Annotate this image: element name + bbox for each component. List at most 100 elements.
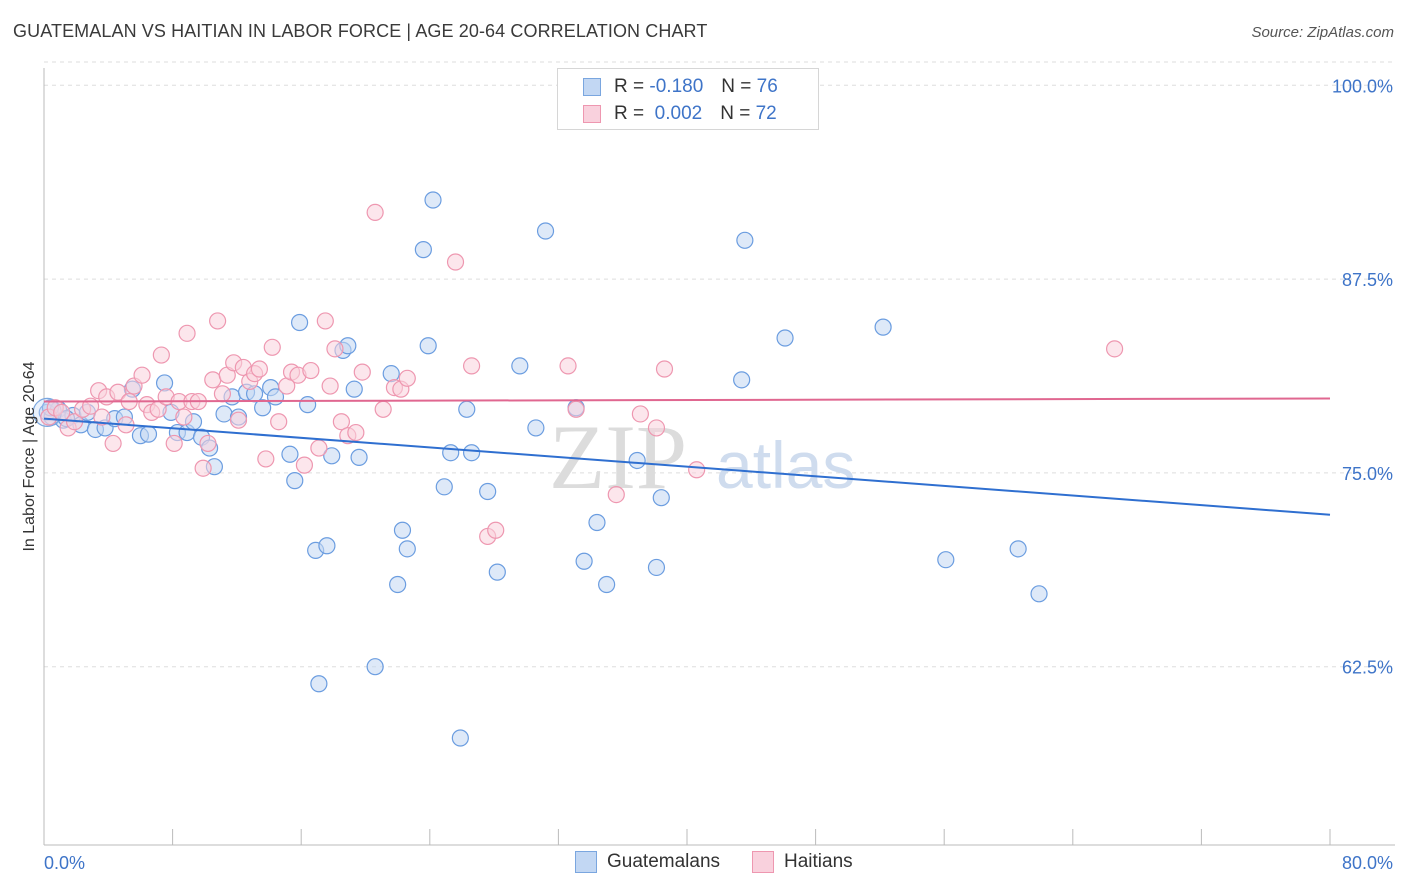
- point-haitians: [295, 456, 314, 474]
- point-haitians: [462, 357, 481, 375]
- series-guatemalans: [32, 191, 1048, 747]
- point-guatemalans: [598, 575, 616, 594]
- point-haitians: [175, 408, 193, 426]
- legend-swatch-guatemalans: [575, 851, 597, 873]
- point-guatemalans: [462, 444, 481, 462]
- point-haitians: [631, 405, 649, 423]
- legend-row-haitians: R = 0.002 N = 72: [583, 102, 777, 126]
- point-haitians: [104, 434, 122, 453]
- point-guatemalans: [215, 405, 233, 423]
- x-tick-label: 80.0%: [1342, 853, 1393, 873]
- point-guatemalans: [389, 575, 407, 594]
- chart-title: GUATEMALAN VS HAITIAN IN LABOR FORCE | A…: [13, 21, 708, 41]
- legend-n-label: N =: [720, 103, 751, 124]
- point-guatemalans: [366, 658, 384, 676]
- point-guatemalans: [488, 563, 506, 581]
- point-haitians: [93, 408, 111, 426]
- point-haitians: [688, 461, 706, 479]
- point-guatemalans: [733, 371, 751, 389]
- series-legend: Guatemalans Haitians: [575, 851, 885, 873]
- point-guatemalans: [588, 513, 606, 532]
- point-haitians: [607, 485, 625, 504]
- point-guatemalans: [419, 337, 437, 355]
- point-guatemalans: [442, 444, 460, 462]
- legend-r-label: R =: [614, 103, 645, 124]
- point-haitians: [316, 312, 334, 330]
- legend-n-value: 72: [755, 103, 777, 124]
- legend-row-guatemalans: R = -0.180 N = 76: [583, 75, 778, 99]
- point-haitians: [199, 434, 217, 453]
- legend-r-value: 0.002: [654, 103, 703, 124]
- trend-line-guatemalans: [43, 417, 1331, 516]
- legend-r-label: R =: [614, 76, 645, 97]
- point-haitians: [178, 324, 196, 342]
- legend-item-haitians: Haitians: [752, 851, 853, 873]
- point-guatemalans: [1030, 585, 1048, 603]
- y-tick-label: 62.5%: [1342, 658, 1393, 678]
- correlation-legend: R = -0.180 N = 76 R = 0.002 N = 72: [557, 68, 819, 130]
- point-haitians: [446, 253, 465, 271]
- legend-label-haitians: Haitians: [784, 851, 853, 872]
- point-guatemalans: [511, 357, 529, 375]
- point-guatemalans: [1009, 540, 1027, 558]
- series-haitians: [40, 203, 1124, 546]
- point-guatemalans: [451, 729, 469, 747]
- point-haitians: [133, 366, 151, 384]
- point-guatemalans: [290, 313, 309, 332]
- point-guatemalans: [424, 191, 442, 209]
- y-tick-label: 75.0%: [1342, 464, 1393, 484]
- point-haitians: [213, 385, 232, 403]
- point-haitians: [165, 434, 183, 453]
- x-tick-label: 0.0%: [44, 853, 85, 873]
- legend-r-value: -0.180: [649, 76, 704, 97]
- point-haitians: [326, 340, 344, 358]
- point-haitians: [647, 419, 666, 437]
- point-guatemalans: [310, 675, 328, 693]
- point-haitians: [366, 203, 384, 221]
- point-haitians: [204, 371, 222, 389]
- point-guatemalans: [286, 472, 304, 490]
- legend-item-guatemalans: Guatemalans: [575, 851, 720, 873]
- legend-label-guatemalans: Guatemalans: [607, 851, 721, 872]
- point-guatemalans: [323, 447, 341, 465]
- y-axis-label: In Labor Force | Age 20-64: [21, 361, 38, 551]
- point-guatemalans: [628, 451, 646, 470]
- axis-labels: 62.5% 75.0% 87.5% 100.0% 0.0% 80.0% In Labor F…: [21, 76, 1393, 873]
- point-guatemalans: [937, 551, 955, 569]
- point-haitians: [257, 450, 275, 468]
- legend-n-value: 76: [756, 76, 778, 97]
- zipatlas-watermark: ZIP atlas: [549, 406, 855, 508]
- point-haitians: [263, 338, 281, 356]
- point-haitians: [109, 383, 127, 401]
- point-guatemalans: [299, 396, 317, 414]
- point-guatemalans: [776, 329, 794, 347]
- point-haitians: [302, 361, 320, 380]
- point-guatemalans: [874, 318, 892, 336]
- point-guatemalans: [458, 400, 476, 418]
- point-guatemalans: [139, 425, 158, 443]
- point-guatemalans: [345, 380, 363, 398]
- point-haitians: [209, 312, 227, 330]
- point-guatemalans: [479, 482, 497, 501]
- point-guatemalans: [398, 540, 416, 558]
- point-haitians: [310, 439, 328, 457]
- point-guatemalans: [254, 399, 272, 417]
- point-guatemalans: [350, 448, 368, 466]
- axes: [43, 68, 1395, 846]
- point-haitians: [347, 423, 365, 442]
- point-haitians: [332, 413, 350, 431]
- point-guatemalans: [527, 419, 545, 437]
- point-haitians: [250, 360, 269, 378]
- point-guatemalans: [736, 231, 754, 249]
- legend-swatch-guatemalans: [583, 78, 601, 96]
- point-guatemalans: [536, 222, 555, 240]
- point-haitians: [398, 369, 416, 387]
- point-haitians: [559, 357, 577, 375]
- point-haitians: [270, 413, 288, 431]
- point-haitians: [1105, 340, 1124, 358]
- point-haitians: [194, 459, 212, 477]
- point-guatemalans: [414, 241, 432, 259]
- legend-n-label: N =: [721, 76, 752, 97]
- point-guatemalans: [393, 521, 412, 539]
